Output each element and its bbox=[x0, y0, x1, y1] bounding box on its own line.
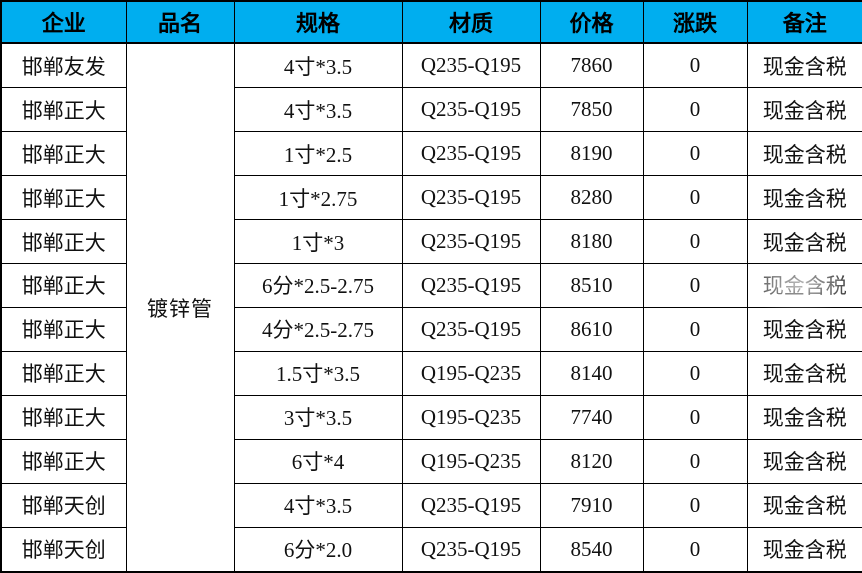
note-cell: 现金含税 bbox=[746, 219, 862, 264]
company-cell: 邯郸正大 bbox=[0, 394, 127, 440]
note-cell: 现金含税 bbox=[746, 394, 862, 440]
table-row: 邯郸正大 1寸*2.75 Q235-Q195 8280 0 现金含税 bbox=[0, 175, 862, 221]
material-cell: Q195-Q235 bbox=[401, 350, 541, 396]
note-cell: 现金含税 bbox=[746, 42, 862, 89]
table-row: 邯郸友发 镀锌管 4寸*3.5 Q235-Q195 7860 0 现金含税 bbox=[0, 42, 862, 573]
company-cell: 邯郸正大 bbox=[0, 175, 127, 221]
company-cell: 邯郸正大 bbox=[0, 306, 127, 352]
change-cell: 0 bbox=[642, 394, 748, 440]
material-cell: Q235-Q195 bbox=[401, 262, 541, 308]
table-row: 邯郸天创 4寸*3.5 Q235-Q195 7910 0 现金含税 bbox=[0, 482, 862, 528]
header-note: 备注 bbox=[746, 0, 862, 44]
company-cell: 邯郸正大 bbox=[0, 131, 127, 177]
change-cell: 0 bbox=[642, 219, 748, 264]
change-cell: 0 bbox=[642, 262, 748, 308]
price-cell: 8190 bbox=[539, 131, 644, 177]
price-cell: 8510 bbox=[539, 262, 644, 308]
note-cell: 现金含税 bbox=[746, 87, 862, 133]
change-cell: 0 bbox=[642, 87, 748, 133]
price-cell: 8180 bbox=[539, 219, 644, 264]
spec-cell: 6寸*4 bbox=[233, 438, 403, 484]
change-cell: 0 bbox=[642, 438, 748, 484]
company-cell: 邯郸正大 bbox=[0, 438, 127, 484]
product-name-cell: 镀锌管 bbox=[125, 42, 235, 573]
change-cell: 0 bbox=[642, 306, 748, 352]
price-cell: 7910 bbox=[539, 482, 644, 528]
table-header-row: 企业 品名 规格 材质 价格 涨跌 备注 bbox=[0, 0, 862, 44]
note-cell: 现金含税 bbox=[746, 482, 862, 528]
spec-cell: 4寸*3.5 bbox=[233, 42, 403, 89]
material-cell: Q235-Q195 bbox=[401, 175, 541, 221]
price-cell: 7860 bbox=[539, 42, 644, 89]
company-cell: 邯郸友发 bbox=[0, 42, 127, 89]
spec-cell: 4寸*3.5 bbox=[233, 87, 403, 133]
note-cell: 现金含税 bbox=[746, 262, 862, 308]
header-price: 价格 bbox=[539, 0, 644, 44]
header-product: 品名 bbox=[125, 0, 235, 44]
company-cell: 邯郸正大 bbox=[0, 219, 127, 264]
note-cell: 现金含税 bbox=[746, 175, 862, 221]
table-row: 邯郸正大 3寸*3.5 Q195-Q235 7740 0 现金含税 bbox=[0, 394, 862, 440]
table-row: 邯郸正大 6寸*4 Q195-Q235 8120 0 现金含税 bbox=[0, 438, 862, 484]
company-cell: 邯郸天创 bbox=[0, 526, 127, 573]
header-change: 涨跌 bbox=[642, 0, 748, 44]
company-cell: 邯郸正大 bbox=[0, 87, 127, 133]
spec-cell: 6分*2.5-2.75 bbox=[233, 262, 403, 308]
change-cell: 0 bbox=[642, 482, 748, 528]
note-cell: 现金含税 bbox=[746, 306, 862, 352]
spec-cell: 1.5寸*3.5 bbox=[233, 350, 403, 396]
price-cell: 8610 bbox=[539, 306, 644, 352]
material-cell: Q235-Q195 bbox=[401, 87, 541, 133]
spec-cell: 1寸*3 bbox=[233, 219, 403, 264]
material-cell: Q235-Q195 bbox=[401, 219, 541, 264]
spec-cell: 6分*2.0 bbox=[233, 526, 403, 573]
spec-cell: 4分*2.5-2.75 bbox=[233, 306, 403, 352]
note-cell: 现金含税 bbox=[746, 526, 862, 573]
change-cell: 0 bbox=[642, 42, 748, 89]
change-cell: 0 bbox=[642, 350, 748, 396]
header-company: 企业 bbox=[0, 0, 127, 44]
material-cell: Q235-Q195 bbox=[401, 482, 541, 528]
spec-cell: 1寸*2.5 bbox=[233, 131, 403, 177]
note-cell: 现金含税 bbox=[746, 131, 862, 177]
table-row: 邯郸正大 1寸*3 Q235-Q195 8180 0 现金含税 bbox=[0, 219, 862, 264]
material-cell: Q235-Q195 bbox=[401, 131, 541, 177]
company-cell: 邯郸正大 bbox=[0, 262, 127, 308]
header-spec: 规格 bbox=[233, 0, 403, 44]
table-row: 邯郸天创 6分*2.0 Q235-Q195 8540 0 现金含税 bbox=[0, 526, 862, 573]
material-cell: Q235-Q195 bbox=[401, 526, 541, 573]
table-row: 邯郸正大 1.5寸*3.5 Q195-Q235 8140 0 现金含税 bbox=[0, 350, 862, 396]
company-cell: 邯郸天创 bbox=[0, 482, 127, 528]
company-cell: 邯郸正大 bbox=[0, 350, 127, 396]
spec-cell: 1寸*2.75 bbox=[233, 175, 403, 221]
note-cell: 现金含税 bbox=[746, 350, 862, 396]
price-cell: 8540 bbox=[539, 526, 644, 573]
material-cell: Q235-Q195 bbox=[401, 42, 541, 89]
spec-cell: 4寸*3.5 bbox=[233, 482, 403, 528]
material-cell: Q235-Q195 bbox=[401, 306, 541, 352]
table-row: 邯郸正大 4寸*3.5 Q235-Q195 7850 0 现金含税 bbox=[0, 87, 862, 133]
price-cell: 7850 bbox=[539, 87, 644, 133]
price-cell: 7740 bbox=[539, 394, 644, 440]
spec-cell: 3寸*3.5 bbox=[233, 394, 403, 440]
table-row: 邯郸正大 4分*2.5-2.75 Q235-Q195 8610 0 现金含税 bbox=[0, 306, 862, 352]
note-cell: 现金含税 bbox=[746, 438, 862, 484]
change-cell: 0 bbox=[642, 175, 748, 221]
price-cell: 8140 bbox=[539, 350, 644, 396]
change-cell: 0 bbox=[642, 526, 748, 573]
material-cell: Q195-Q235 bbox=[401, 438, 541, 484]
table-body: 邯郸友发 镀锌管 4寸*3.5 Q235-Q195 7860 0 现金含税 邯郸正大 4寸*3.… bbox=[0, 42, 862, 573]
change-cell: 0 bbox=[642, 131, 748, 177]
material-cell: Q195-Q235 bbox=[401, 394, 541, 440]
header-material: 材质 bbox=[401, 0, 541, 44]
price-cell: 8280 bbox=[539, 175, 644, 221]
price-cell: 8120 bbox=[539, 438, 644, 484]
